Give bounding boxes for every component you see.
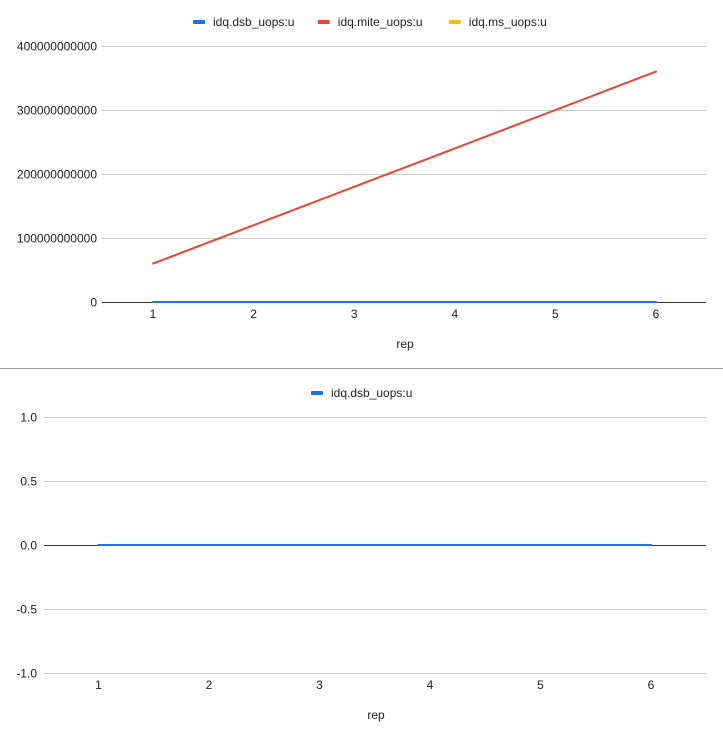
y-tick-label: 200000000000 (17, 168, 97, 182)
x-tick-label: 1 (95, 678, 102, 692)
y-tick-label: 0.0 (20, 539, 37, 553)
legend-swatch (311, 391, 323, 395)
x-tick-label: 2 (206, 678, 213, 692)
y-tick-label: -1.0 (16, 667, 37, 681)
x-tick-label: 5 (552, 307, 559, 321)
y-tick-label: 300000000000 (17, 104, 97, 118)
x-tick-label: 1 (150, 307, 157, 321)
legend-swatch (193, 20, 205, 24)
x-axis-title: rep (367, 708, 385, 722)
x-tick-label: 4 (427, 678, 434, 692)
y-tick-label: 400000000000 (17, 40, 97, 54)
x-tick-label: 6 (648, 678, 655, 692)
x-tick-label: 5 (537, 678, 544, 692)
y-tick-label: 0.5 (20, 475, 37, 489)
x-tick-label: 4 (451, 307, 458, 321)
x-tick-label: 3 (351, 307, 358, 321)
chart-top: 0 100000000000 200000000000 300000000000 400… (17, 15, 706, 351)
x-tick-label: 6 (653, 307, 660, 321)
legend-label: idq.ms_uops:u (469, 15, 547, 29)
y-tick-label: -0.5 (16, 603, 37, 617)
x-tick-label: 2 (250, 307, 257, 321)
legend-label: idq.dsb_uops:u (213, 15, 294, 29)
legend-label: idq.mite_uops:u (338, 15, 423, 29)
legend-swatch (317, 20, 330, 24)
y-tick-label: 0 (90, 296, 97, 310)
chart-bottom: -1.0 -0.5 0.0 0.5 1.0 1 2 3 4 5 6 rep idq.dsb_uops:u (16, 386, 706, 722)
x-axis-title: rep (396, 337, 414, 351)
y-tick-label: 1.0 (20, 411, 37, 425)
series-line-idq-mite-uops-u (152, 70, 657, 265)
x-tick-label: 3 (316, 678, 323, 692)
y-tick-label: 100000000000 (17, 232, 97, 246)
legend-swatch (448, 20, 461, 24)
legend-label: idq.dsb_uops:u (331, 386, 412, 400)
